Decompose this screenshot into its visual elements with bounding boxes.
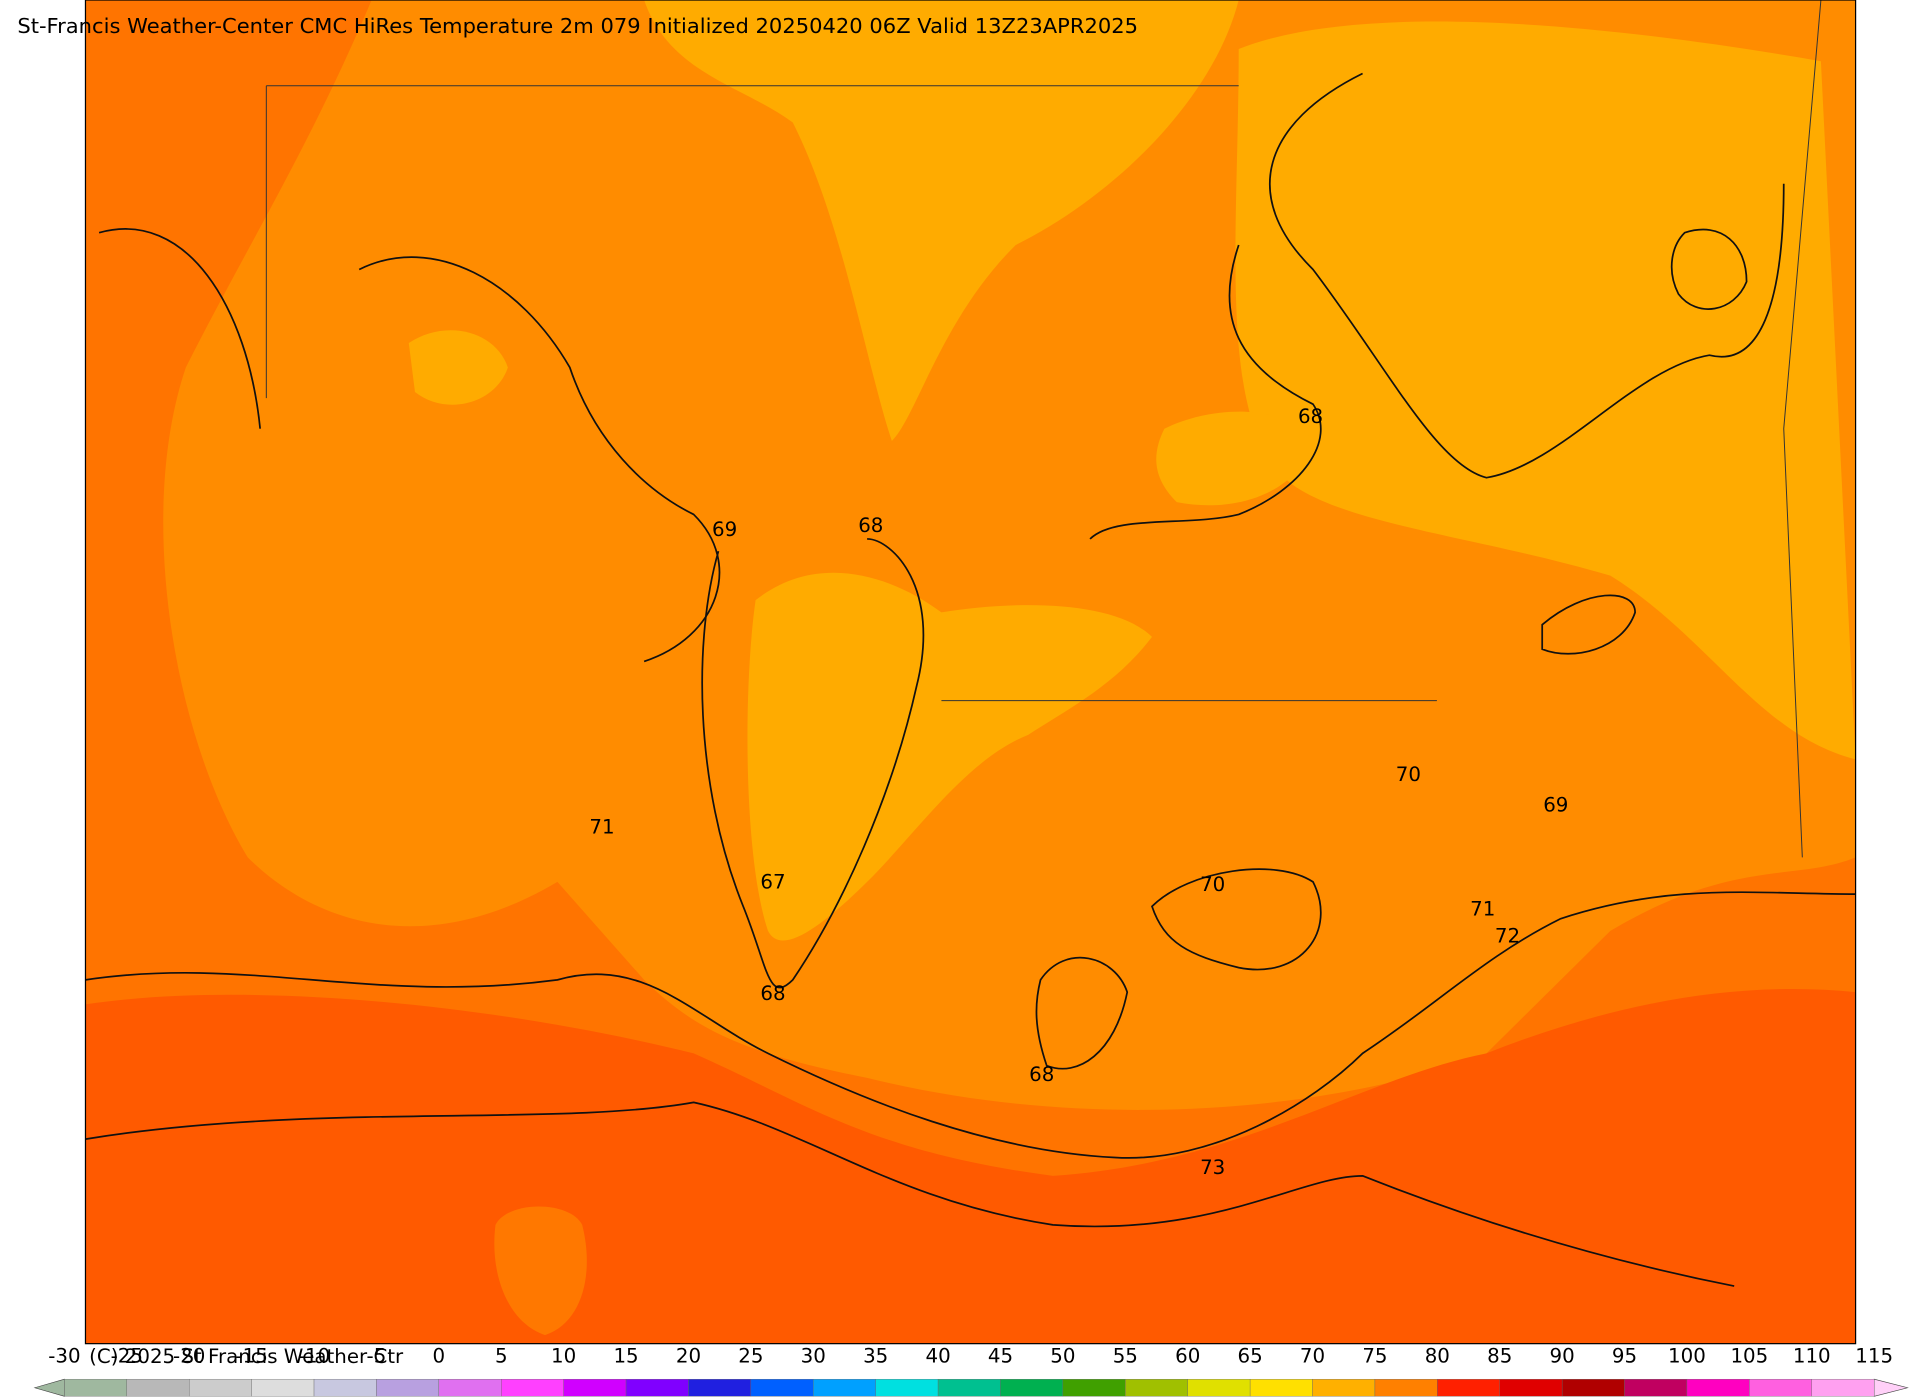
colorbar-tick-label: 25 — [738, 1345, 763, 1368]
contour-label: 67 — [760, 871, 785, 894]
colorbar-tick-label: 100 — [1668, 1345, 1706, 1368]
contour-line — [1268, 72, 1785, 479]
colorbar-swatch — [1561, 1378, 1625, 1397]
colorbar-tick-label: 30 — [801, 1345, 826, 1368]
contour-label: 68 — [760, 982, 785, 1005]
colorbar-swatch — [1499, 1378, 1563, 1397]
contour-line — [85, 1101, 1735, 1287]
contour-label: 68 — [858, 514, 883, 537]
colorbar-arrow — [1873, 1378, 1909, 1397]
colorbar-swatch — [1062, 1378, 1126, 1397]
contour-label: 70 — [1396, 763, 1421, 786]
map-frame — [84, 0, 1857, 1345]
colorbar-swatch — [438, 1378, 502, 1397]
colorbar-swatch — [1312, 1378, 1376, 1397]
contour-line — [1089, 244, 1322, 540]
colorbar-swatch — [189, 1378, 252, 1397]
colorbar-swatch — [1749, 1378, 1812, 1397]
colorbar-tick-label: 110 — [1793, 1345, 1831, 1368]
colorbar-tick-label: -20 — [173, 1345, 205, 1368]
contour-label: 69 — [1543, 794, 1568, 817]
cool-fill — [1156, 411, 1314, 506]
colorbar-tick-label: -30 — [48, 1345, 80, 1368]
warm-fill — [85, 0, 1856, 1344]
colorbar-tick-label: 115 — [1855, 1345, 1893, 1368]
contour-label: 72 — [1495, 925, 1520, 948]
contour-line — [98, 228, 721, 663]
colorbar-swatch — [688, 1378, 752, 1397]
colorbar-tick-label: 60 — [1175, 1345, 1200, 1368]
cool-fill — [747, 572, 1152, 941]
map-title: St-Francis Weather-Center CMC HiRes Temp… — [17, 14, 1138, 38]
colorbar-tick-label: 85 — [1487, 1345, 1512, 1368]
contour-line — [701, 538, 925, 989]
colorbar-tick-label: -10 — [298, 1345, 330, 1368]
colorbar-swatch — [1811, 1378, 1875, 1397]
colorbar-swatch — [1374, 1378, 1438, 1397]
contour-line — [85, 891, 1856, 1159]
colorbar-tick-label: 5 — [495, 1345, 508, 1368]
contour-label: 69 — [712, 518, 737, 541]
colorbar-tick-label: 35 — [863, 1345, 888, 1368]
colorbar-swatch — [813, 1378, 876, 1397]
contour-label: 73 — [1200, 1156, 1225, 1179]
colorbar-arrow — [33, 1378, 65, 1397]
contour-label: 68 — [1298, 405, 1323, 428]
colorbar-swatch — [1624, 1378, 1688, 1397]
contour-label: 71 — [589, 816, 614, 839]
colorbar-tick-label: 45 — [988, 1345, 1013, 1368]
colorbar-swatch — [875, 1378, 939, 1397]
colorbar-tick-label: 20 — [676, 1345, 701, 1368]
colorbar-swatch — [937, 1378, 1001, 1397]
colorbar-swatch — [501, 1378, 564, 1397]
colorbar-tick-label: 50 — [1050, 1345, 1075, 1368]
colorbar-swatch — [251, 1378, 315, 1397]
cool-fill — [1235, 21, 1856, 760]
colorbar-tick-label: 10 — [551, 1345, 576, 1368]
colorbar-swatch — [1000, 1378, 1064, 1397]
colorbar-swatch — [750, 1378, 814, 1397]
colorbar-swatch — [563, 1378, 627, 1397]
colorbar-tick-label: 40 — [925, 1345, 950, 1368]
colorbar-swatch — [1437, 1378, 1500, 1397]
colorbar-swatch — [1187, 1378, 1251, 1397]
colorbar-swatch — [376, 1378, 440, 1397]
colorbar-tick-label: 95 — [1612, 1345, 1637, 1368]
colorbar-swatch — [313, 1378, 377, 1397]
colorbar-swatch — [1686, 1378, 1750, 1397]
colorbar-tick-label: 15 — [613, 1345, 638, 1368]
contour-line — [1035, 868, 1322, 1070]
colorbar-tick-label: 80 — [1425, 1345, 1450, 1368]
colorbar-tick-label: 55 — [1113, 1345, 1138, 1368]
contour-label: 70 — [1200, 873, 1225, 896]
colorbar-tick-label: 65 — [1238, 1345, 1263, 1368]
colorbar-tick-label: -25 — [111, 1345, 143, 1368]
contour-line — [1541, 228, 1748, 655]
contour-label: 68 — [1029, 1063, 1054, 1086]
colorbar-tick-label: 75 — [1362, 1345, 1387, 1368]
colorbar-swatch — [64, 1378, 128, 1397]
colorbar-swatch — [625, 1378, 689, 1397]
colorbar-tick-label: -5 — [367, 1345, 387, 1368]
colorbar-tick-label: -15 — [235, 1345, 267, 1368]
colorbar-swatch — [1125, 1378, 1188, 1397]
colorbar-tick-label: 105 — [1730, 1345, 1768, 1368]
cool-fill — [644, 0, 1239, 441]
colorbar-swatch — [1249, 1378, 1313, 1397]
contour-label: 71 — [1470, 898, 1495, 921]
cool-fill — [408, 330, 508, 405]
state-border — [265, 0, 1822, 858]
colorbar-tick-label: 0 — [433, 1345, 446, 1368]
copyright: (C) 2025 St Francis Weather Ctr — [89, 1345, 404, 1368]
colorbar-tick-label: 90 — [1550, 1345, 1575, 1368]
colorbar-tick-label: 70 — [1300, 1345, 1325, 1368]
warm-fill — [494, 1206, 587, 1336]
colorbar-swatch — [126, 1378, 190, 1397]
